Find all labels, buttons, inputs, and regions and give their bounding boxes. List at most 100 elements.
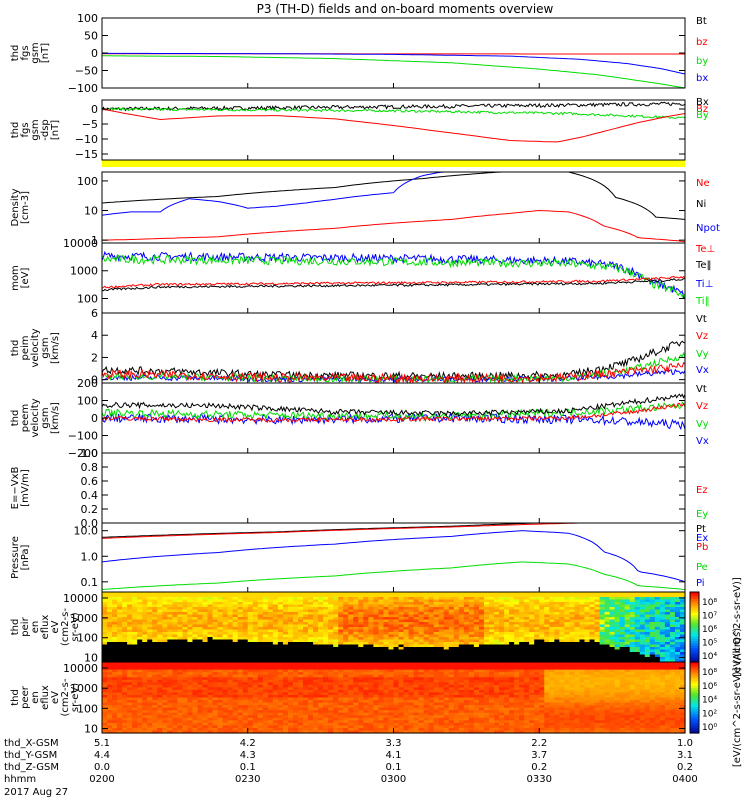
heatmap-cell	[579, 607, 586, 611]
heatmap-cell	[187, 702, 194, 706]
heatmap-cell	[629, 657, 636, 661]
heatmap-cell	[463, 627, 470, 631]
heatmap-cell	[107, 682, 113, 686]
heatmap-cell	[363, 597, 369, 601]
heatmap-cell	[192, 730, 199, 734]
heatmap-cell	[112, 617, 118, 621]
heatmap-cell	[569, 634, 576, 638]
heatmap-cell	[282, 614, 289, 618]
heatmap-cell	[589, 592, 596, 596]
heatmap-cell	[368, 622, 374, 626]
heatmap-cell	[127, 722, 133, 726]
heatmap-cell	[152, 617, 158, 621]
heatmap-cell	[287, 717, 294, 721]
heatmap-cell	[368, 614, 374, 618]
heatmap-cell	[222, 642, 229, 646]
heatmap-cell	[257, 627, 264, 631]
heatmap-cell	[202, 622, 209, 626]
heatmap-cell	[504, 654, 510, 658]
heatmap-cell	[132, 642, 138, 646]
heatmap-cell	[579, 609, 586, 613]
legend-by: by	[696, 56, 708, 67]
heatmap-cell	[227, 609, 234, 613]
heatmap-cell	[242, 684, 249, 688]
heatmap-cell	[549, 659, 555, 663]
heatmap-cell	[212, 629, 219, 633]
heatmap-cell	[122, 604, 128, 608]
heatmap-cell	[252, 662, 259, 666]
heatmap-cell	[187, 624, 194, 628]
heatmap-cell	[242, 730, 249, 734]
heatmap-cell	[112, 597, 118, 601]
heatmap-cell	[132, 647, 138, 651]
heatmap-cell	[534, 607, 540, 611]
heatmap-cell	[298, 602, 304, 606]
heatmap-cell	[247, 627, 254, 631]
heatmap-cell	[157, 689, 163, 694]
heatmap-cell	[654, 609, 661, 613]
heatmap-cell	[674, 614, 681, 618]
heatmap-cell	[182, 607, 189, 611]
heatmap-cell	[177, 634, 184, 638]
heatmap-cell	[373, 652, 380, 656]
heatmap-cell	[584, 644, 591, 648]
heatmap-cell	[202, 672, 209, 676]
heatmap-cell	[579, 612, 586, 616]
heatmap-cell	[187, 700, 194, 704]
heatmap-cell	[147, 722, 153, 726]
heatmap-cell	[569, 612, 576, 616]
heatmap-cell	[353, 700, 359, 704]
heatmap-cell	[338, 599, 344, 603]
heatmap-cell	[539, 599, 545, 603]
heatmap-cell	[147, 639, 153, 643]
heatmap-cell	[398, 634, 405, 638]
heatmap-cell	[237, 644, 244, 648]
heatmap-cell	[247, 637, 254, 641]
heatmap-cell	[544, 652, 550, 656]
heatmap-cell	[167, 624, 173, 628]
heatmap-cell	[112, 730, 118, 734]
heatmap-cell	[323, 657, 329, 661]
heatmap-cell	[222, 599, 229, 603]
heatmap-cell	[333, 669, 339, 673]
heatmap-cell	[338, 597, 344, 601]
heatmap-cell	[142, 667, 148, 671]
heatmap-cell	[107, 679, 113, 683]
heatmap-cell	[132, 682, 138, 686]
heatmap-cell	[373, 614, 380, 618]
heatmap-cell	[674, 617, 681, 621]
heatmap-cell	[207, 694, 214, 699]
heatmap-cell	[227, 644, 234, 648]
heatmap-cell	[287, 707, 294, 711]
heatmap-cell	[333, 720, 339, 724]
heatmap-cell	[599, 602, 606, 606]
heatmap-cell	[644, 609, 651, 613]
heatmap-cell	[202, 707, 209, 711]
heatmap-cell	[272, 607, 279, 611]
heatmap-cell	[127, 602, 133, 606]
heatmap-cell	[247, 707, 254, 711]
heatmap-cell	[343, 705, 349, 709]
heatmap-cell	[504, 632, 510, 636]
heatmap-cell	[333, 717, 339, 721]
heatmap-cell	[669, 602, 676, 606]
heatmap-cell	[373, 622, 380, 626]
heatmap-cell	[137, 674, 143, 678]
heatmap-cell	[428, 657, 435, 661]
heatmap-cell	[172, 692, 178, 696]
heatmap-cell	[232, 632, 239, 636]
heatmap-cell	[197, 594, 204, 598]
heatmap-cell	[177, 710, 184, 714]
heatmap-cell	[574, 644, 581, 648]
heatmap-cell	[569, 629, 576, 633]
heatmap-cell	[137, 715, 143, 719]
heatmap-cell	[318, 614, 324, 618]
heatmap-cell	[292, 632, 299, 636]
heatmap-cell	[298, 647, 304, 651]
heatmap-cell	[177, 607, 184, 611]
heatmap-cell	[473, 599, 480, 603]
heatmap-cell	[453, 642, 460, 646]
heatmap-cell	[423, 599, 430, 603]
heatmap-cell	[363, 592, 369, 596]
heatmap-cell	[262, 664, 269, 668]
